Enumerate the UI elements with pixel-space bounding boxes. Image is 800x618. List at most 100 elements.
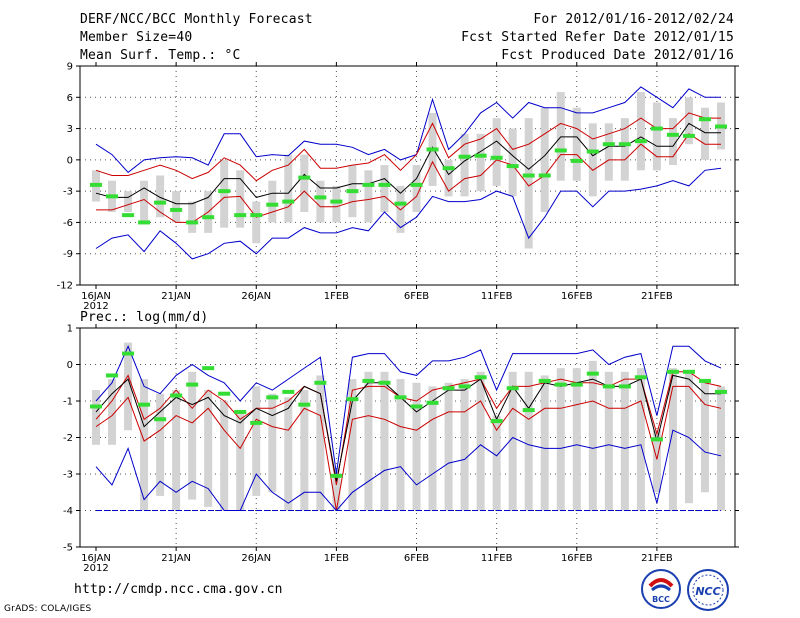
median-marker: [554, 382, 567, 387]
median-marker: [602, 384, 615, 389]
y-tick-label: 0: [67, 155, 73, 166]
spread-box: [268, 393, 277, 493]
spread-box: [620, 371, 629, 511]
median-marker: [106, 194, 119, 199]
spread-box: [636, 368, 645, 511]
y-tick-label: -9: [63, 249, 73, 260]
y-tick-label: 6: [67, 93, 73, 104]
spread-box: [636, 92, 645, 171]
x-tick-year: 2012: [83, 563, 108, 574]
website-url[interactable]: http://cmdp.ncc.cma.gov.cn: [74, 582, 283, 597]
spread-box: [604, 123, 613, 181]
x-tick-label: 16JAN: [81, 291, 111, 302]
median-marker: [602, 142, 615, 147]
x-tick-year: 2012: [83, 301, 108, 312]
grads-credit: GrADS: COLA/IGES: [4, 604, 92, 614]
spread-box: [316, 180, 325, 223]
median-marker: [634, 139, 647, 144]
y-tick-label: 9: [67, 62, 73, 73]
median-marker: [282, 199, 295, 204]
median-marker: [378, 380, 391, 385]
spread-box: [188, 201, 197, 233]
spread-box: [668, 368, 677, 511]
series-mean: [95, 122, 721, 205]
median-marker: [442, 166, 455, 171]
y-tick-label: -1: [63, 397, 73, 408]
spread-box: [492, 415, 501, 511]
bcc-logo: BCC: [640, 568, 682, 610]
median-marker: [266, 395, 279, 400]
temp-panel-title: Mean Surf. Temp.: °C: [80, 48, 241, 63]
x-tick-label: 21FEB: [641, 291, 673, 302]
spread-box: [572, 107, 581, 181]
median-marker: [490, 155, 503, 160]
median-marker: [394, 201, 407, 206]
median-marker: [586, 371, 599, 376]
median-marker: [650, 126, 663, 131]
median-marker: [170, 393, 183, 398]
ncc-logo: NCC: [686, 568, 730, 612]
x-tick-label: 21JAN: [161, 291, 191, 302]
spread-box: [588, 123, 597, 197]
forecast-period: For 2012/01/16-2012/02/24: [533, 12, 734, 27]
spread-box: [556, 92, 565, 181]
median-marker: [154, 200, 167, 205]
y-tick-label: -3: [63, 187, 73, 198]
spread-box: [700, 382, 709, 493]
spread-box: [188, 371, 197, 500]
x-tick-label: 21FEB: [641, 553, 673, 564]
x-tick-label: 26JAN: [241, 291, 271, 302]
median-marker: [442, 386, 455, 391]
series-max: [95, 86, 721, 174]
spread-box: [524, 371, 533, 511]
spread-box: [140, 379, 149, 511]
spread-box: [172, 191, 181, 223]
median-marker: [458, 154, 471, 159]
series-upper: [95, 371, 722, 485]
median-marker: [715, 124, 727, 129]
median-marker: [570, 158, 583, 163]
spread-box: [652, 430, 661, 493]
series-mean: [95, 374, 721, 482]
median-marker: [698, 117, 711, 122]
median-marker: [586, 149, 599, 154]
spread-box: [572, 368, 581, 511]
spread-box: [460, 379, 469, 511]
spread-box: [684, 97, 693, 145]
median-marker: [154, 417, 167, 422]
spread-box: [476, 371, 485, 511]
spread-box: [652, 102, 661, 171]
spread-box: [348, 379, 357, 511]
spread-box: [284, 397, 293, 511]
median-marker: [106, 373, 119, 378]
spread-box: [556, 368, 565, 511]
spread-box: [268, 180, 277, 223]
spread-box: [508, 371, 517, 511]
x-tick-label: 1FEB: [324, 553, 349, 564]
median-marker: [698, 378, 711, 383]
median-marker: [682, 369, 695, 374]
median-marker: [490, 419, 503, 424]
spread-box: [412, 165, 421, 212]
median-marker: [250, 420, 263, 425]
median-marker: [282, 389, 295, 394]
x-tick-label: 16JAN: [81, 553, 111, 564]
spread-box: [92, 390, 100, 445]
median-marker: [330, 199, 343, 204]
y-tick-label: 1: [67, 324, 73, 335]
median-marker: [346, 189, 359, 194]
chart-title: DERF/NCC/BCC Monthly Forecast: [80, 12, 313, 27]
median-marker: [715, 389, 727, 394]
spread-box: [540, 375, 549, 511]
series-min: [95, 167, 722, 260]
spread-box: [220, 401, 229, 511]
precipitation-panel: 1 0 -1 -2 -3 -4 -5 16JAN 21JAN 26JAN 1FEB 6FEB 11FEB…: [63, 324, 739, 574]
series-min: [95, 429, 722, 512]
median-marker: [474, 375, 487, 380]
median-marker: [618, 384, 631, 389]
spread-box: [380, 165, 389, 212]
spread-box: [492, 118, 501, 186]
spread-box: [588, 360, 597, 511]
median-marker: [218, 391, 231, 396]
spread-box: [316, 375, 325, 511]
